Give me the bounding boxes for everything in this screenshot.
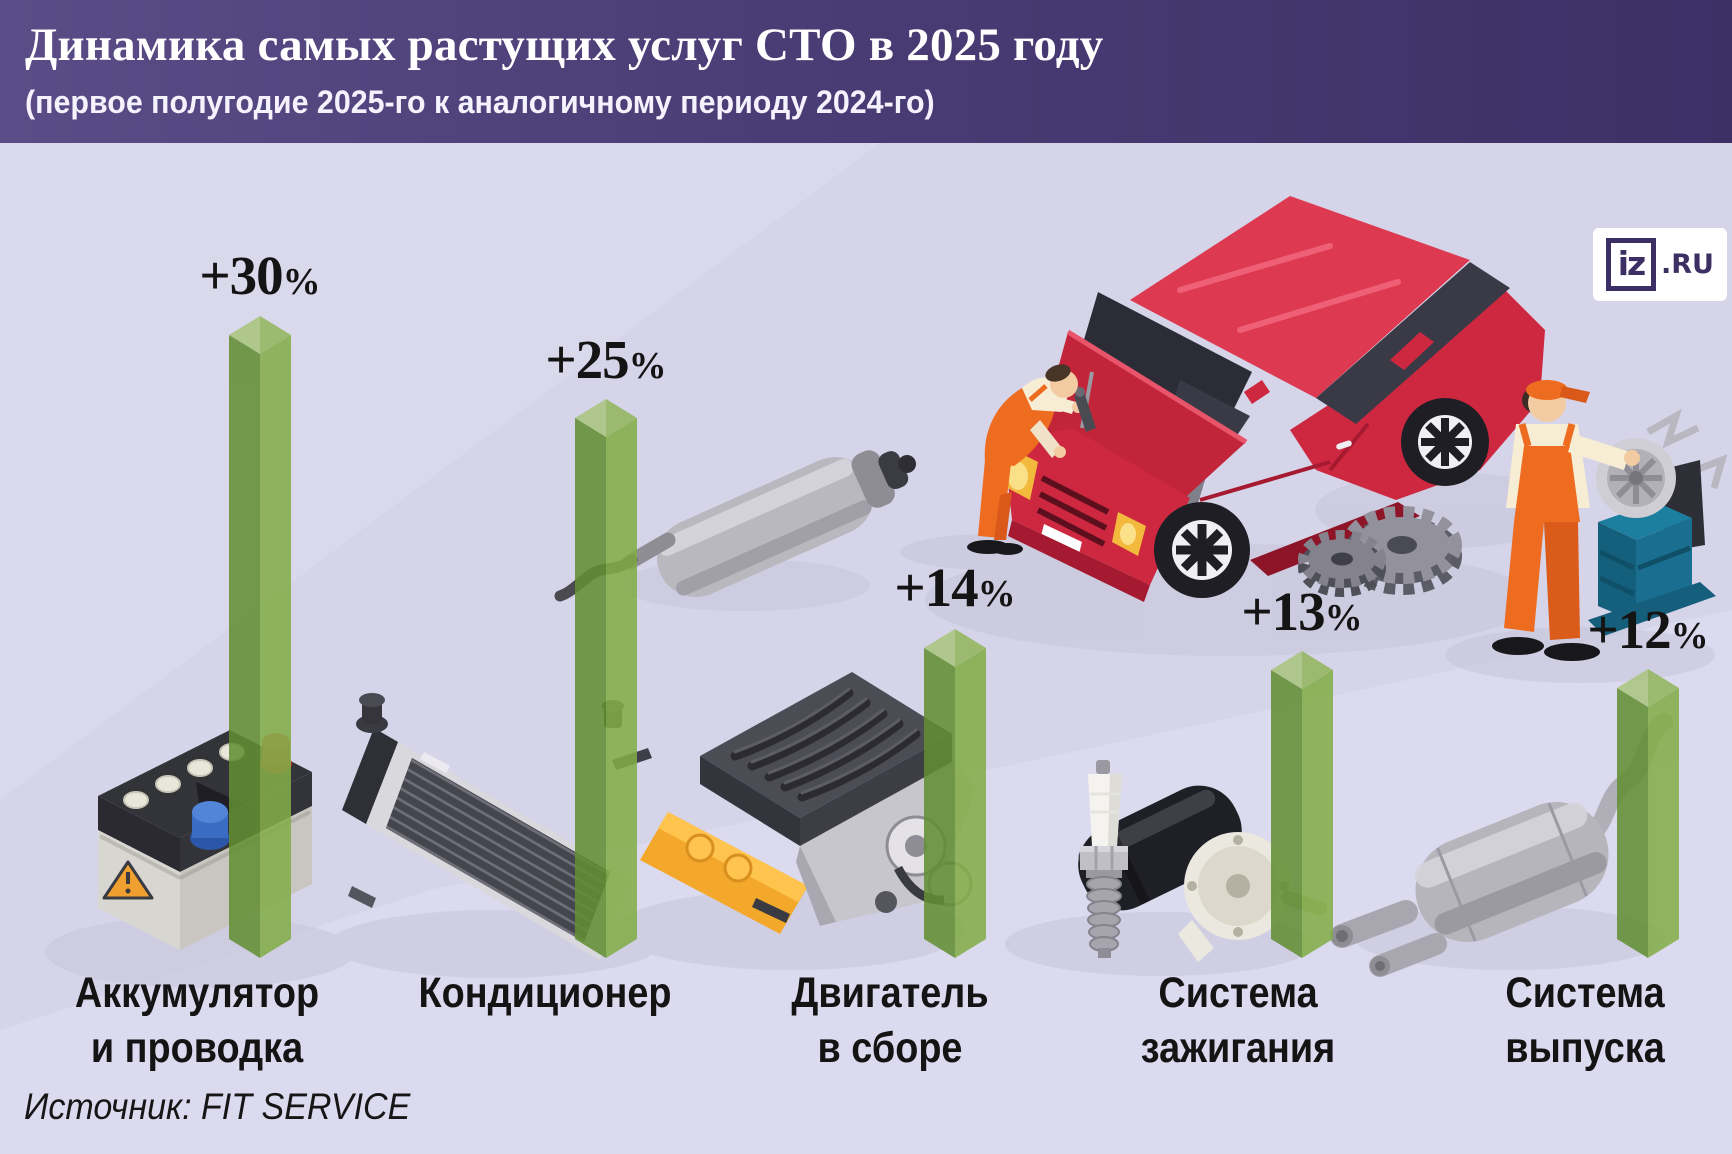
bar-battery [229, 316, 291, 958]
value-number: +14 [894, 557, 978, 618]
percent-sign: % [1670, 615, 1709, 657]
value-label-conditioner: +25% [486, 332, 726, 394]
mechanic-engine-illustration [967, 364, 1096, 555]
category-label-conditioner: Кондиционер [418, 969, 672, 1017]
category-label-engine: Двигатель в сборе [791, 969, 989, 1072]
percent-sign: % [628, 345, 667, 387]
category-label-battery: Аккумулятор и проводка [74, 969, 320, 1072]
category-label-exhaust: Система выпуска [1505, 969, 1665, 1072]
muffler-top-icon [554, 450, 917, 602]
value-number: +12 [1587, 599, 1671, 660]
value-label-battery: +30% [140, 248, 380, 310]
value-number: +13 [1241, 581, 1325, 642]
value-number: +25 [545, 329, 629, 390]
page-subtitle: (первое полугодие 2025-го к аналогичному… [25, 84, 935, 120]
front-wheel [1154, 502, 1250, 598]
bar-exhaust [1617, 669, 1679, 958]
mechanic-tire-illustration [1492, 380, 1728, 661]
iz-logo-icon: iz [1606, 238, 1656, 291]
gears-icon [1298, 506, 1462, 597]
value-number: +30 [199, 245, 283, 306]
page-title: Динамика самых растущих услуг СТО в 2025… [25, 19, 1104, 71]
category-label-ignition: Система зажигания [1140, 969, 1336, 1072]
percent-sign: % [282, 261, 321, 303]
izru-logo[interactable]: iz .RU [1593, 228, 1727, 301]
value-label-ignition: +13% [1182, 584, 1422, 646]
value-label-engine: +14% [835, 560, 1075, 622]
bar-engine [924, 629, 986, 958]
percent-sign: % [1324, 597, 1363, 639]
rear-wheel [1401, 398, 1489, 486]
iz-logo-ru-text: .RU [1661, 249, 1714, 280]
header-banner: Динамика самых растущих услуг СТО в 2025… [0, 0, 1732, 143]
percent-sign: % [977, 573, 1016, 615]
bar-ignition [1271, 651, 1333, 958]
red-car-illustration [1000, 196, 1545, 602]
bar-conditioner [575, 399, 637, 958]
value-label-exhaust: +12% [1528, 602, 1732, 664]
source-caption: Источник: FIT SERVICE [24, 1086, 411, 1127]
